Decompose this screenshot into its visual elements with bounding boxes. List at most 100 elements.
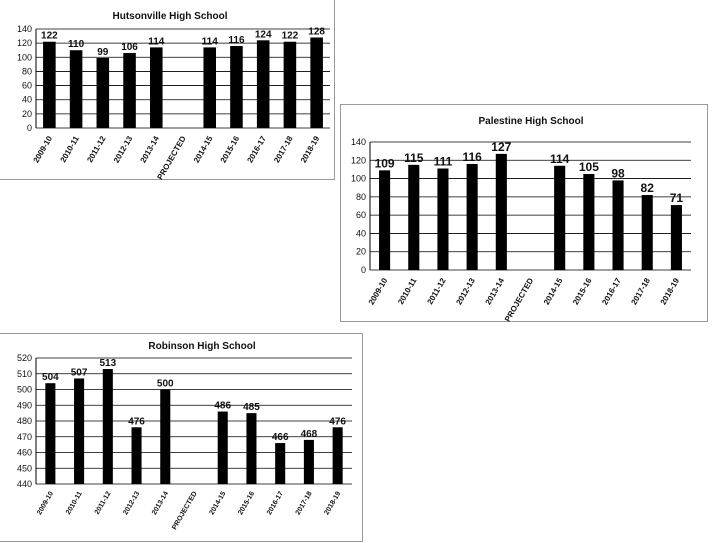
robinson-chart-panel: Robinson High School 440 450 460 470 480 490 50… — [0, 333, 363, 542]
robinson-y-tick-label: 510 — [17, 369, 32, 379]
palestine-bar — [437, 168, 449, 270]
palestine-y-tick-label: 100 — [351, 174, 366, 184]
hutsonville-category-label: 2018-19 — [299, 134, 322, 164]
hutsonville-category-label: 2010-11 — [59, 134, 82, 164]
palestine-bar-chart: Palestine High School 0 20 40 60 80 100 120 140 1… — [351, 116, 691, 323]
hutsonville-category-label: 2009-10 — [32, 134, 55, 164]
robinson-bar — [303, 439, 314, 484]
palestine-category-label: 2018-19 — [659, 276, 682, 306]
palestine-data-label: 116 — [462, 150, 482, 164]
palestine-y-tick-label: 80 — [356, 192, 366, 202]
palestine-data-label: 127 — [491, 140, 511, 154]
hutsonville-category-label: 2017-18 — [272, 134, 295, 164]
hutsonville-bar — [283, 41, 297, 128]
robinson-bar — [74, 378, 85, 484]
hutsonville-bar — [43, 41, 56, 128]
palestine-data-label: 82 — [641, 181, 655, 195]
palestine-y-tick-label: 120 — [351, 155, 366, 165]
hutsonville-y-tick-label: 80 — [22, 66, 32, 76]
palestine-data-label: 109 — [375, 156, 395, 170]
hutsonville-data-label: 128 — [308, 26, 325, 37]
palestine-data-label: 71 — [670, 191, 684, 205]
palestine-bar — [495, 153, 507, 270]
hutsonville-bar — [256, 40, 270, 128]
robinson-data-label: 476 — [128, 416, 145, 427]
hutsonville-category-label: 2014-15 — [192, 134, 215, 164]
robinson-category-label: 2010-11 — [65, 490, 84, 516]
hutsonville-data-label: 99 — [97, 47, 109, 58]
palestine-data-label: 98 — [611, 166, 625, 180]
hutsonville-y-tick-label: 20 — [22, 109, 32, 119]
hutsonville-y-tick-label: 40 — [22, 95, 32, 105]
palestine-y-tick-label: 140 — [351, 137, 366, 147]
palestine-category-label: 2016-17 — [600, 276, 623, 306]
robinson-category-label: 2013-14 — [151, 490, 170, 516]
palestine-bar — [554, 165, 566, 270]
hutsonville-data-label: 124 — [255, 29, 272, 40]
palestine-bar — [641, 195, 653, 270]
hutsonville-chart-panel: Hutsonville High School 0 20 40 60 80 100 120 14… — [0, 0, 335, 181]
robinson-data-label: 468 — [301, 429, 318, 440]
hutsonville-bar — [123, 53, 136, 128]
palestine-bar — [408, 164, 420, 270]
hutsonville-bar — [310, 37, 323, 128]
palestine-category-label: 2014-15 — [542, 276, 565, 306]
hutsonville-y-tick-label: 140 — [17, 24, 32, 34]
robinson-data-label: 486 — [214, 401, 231, 412]
palestine-category-label: PROJECTED — [503, 276, 535, 323]
robinson-bar — [102, 369, 113, 484]
robinson-data-label: 500 — [157, 379, 174, 390]
robinson-bar — [217, 411, 228, 484]
hutsonville-chart-title: Hutsonville High School — [112, 11, 227, 22]
hutsonville-y-tick-label: 120 — [17, 38, 32, 48]
hutsonville-y-tick-label: 100 — [17, 52, 32, 62]
robinson-category-label: 2018-19 — [323, 490, 342, 516]
hutsonville-category-label: 2013-14 — [139, 134, 162, 164]
robinson-data-label: 507 — [71, 367, 88, 378]
robinson-category-label: 2017-18 — [295, 490, 314, 516]
robinson-category-label: PROJECTED — [171, 491, 198, 532]
robinson-y-tick-label: 520 — [17, 353, 32, 363]
robinson-bar — [131, 427, 142, 484]
hutsonville-bar — [230, 45, 243, 128]
robinson-category-label: 2015-16 — [237, 490, 256, 516]
hutsonville-data-label: 110 — [68, 39, 85, 50]
hutsonville-data-label: 114 — [148, 36, 165, 47]
palestine-bar — [612, 180, 624, 270]
hutsonville-data-label: 122 — [41, 31, 58, 42]
palestine-y-tick-label: 0 — [361, 265, 366, 275]
hutsonville-data-label: 106 — [121, 42, 138, 53]
hutsonville-category-label: PROJECTED — [155, 134, 187, 181]
robinson-data-label: 476 — [329, 416, 346, 427]
palestine-bar — [670, 205, 682, 270]
robinson-chart-title: Robinson High School — [148, 341, 255, 352]
hutsonville-bar — [96, 57, 110, 128]
hutsonville-bar — [69, 50, 83, 128]
palestine-chart-title: Palestine High School — [478, 116, 583, 127]
robinson-data-label: 485 — [243, 402, 260, 413]
robinson-category-label: 2016-17 — [266, 490, 285, 516]
robinson-bar — [275, 443, 286, 484]
hutsonville-data-label: 122 — [282, 31, 299, 42]
palestine-chart-panel: Palestine High School 0 20 40 60 80 100 120 140 1… — [340, 104, 708, 323]
palestine-category-label: 2013-14 — [484, 276, 507, 306]
palestine-bar — [583, 174, 595, 270]
robinson-category-label: 2014-15 — [209, 490, 228, 516]
hutsonville-y-tick-label: 60 — [22, 81, 32, 91]
robinson-bar-chart: Robinson High School 440 450 460 470 480 490 50… — [17, 341, 352, 532]
robinson-bar — [246, 413, 257, 484]
hutsonville-bar-chart: Hutsonville High School 0 20 40 60 80 100 120 14… — [17, 11, 330, 181]
robinson-y-tick-label: 490 — [17, 400, 32, 410]
robinson-y-tick-label: 450 — [17, 463, 32, 473]
robinson-bar — [332, 427, 343, 484]
palestine-category-label: 2010-11 — [396, 276, 419, 306]
robinson-data-label: 513 — [99, 358, 116, 369]
palestine-category-label: 2009-10 — [367, 276, 390, 306]
robinson-category-label: 2011-12 — [94, 490, 113, 516]
hutsonville-data-label: 116 — [228, 35, 245, 46]
robinson-data-label: 504 — [42, 372, 59, 383]
hutsonville-category-label: 2012-13 — [112, 134, 135, 164]
robinson-y-tick-label: 460 — [17, 448, 32, 458]
hutsonville-category-label: 2015-16 — [219, 134, 242, 164]
palestine-category-label: 2011-12 — [425, 276, 448, 306]
